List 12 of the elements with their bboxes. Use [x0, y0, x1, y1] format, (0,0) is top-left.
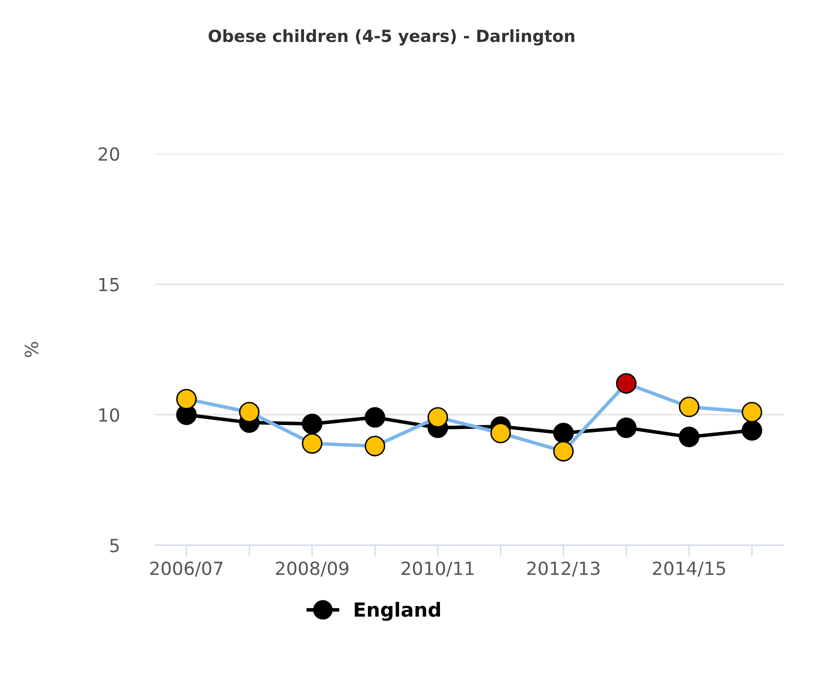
y-axis-title: %: [24, 342, 38, 358]
x-tick-label: 2008/09: [276, 562, 348, 577]
y-tick-label: 10: [99, 408, 120, 422]
x-tick-label: 2012/13: [527, 562, 600, 577]
chart-title: Obese children (4-5 years) - Darlington: [208, 29, 574, 46]
y-tick-label: 15: [99, 278, 119, 292]
y-tick-label: 20: [98, 147, 120, 161]
x-tick-label: 2006/07: [150, 562, 222, 577]
x-tick-label: 2010/11: [402, 562, 474, 577]
y-tick-label: 5: [110, 538, 119, 552]
x-tick-label: 2014/15: [652, 562, 726, 577]
legend-label: England: [354, 602, 440, 621]
